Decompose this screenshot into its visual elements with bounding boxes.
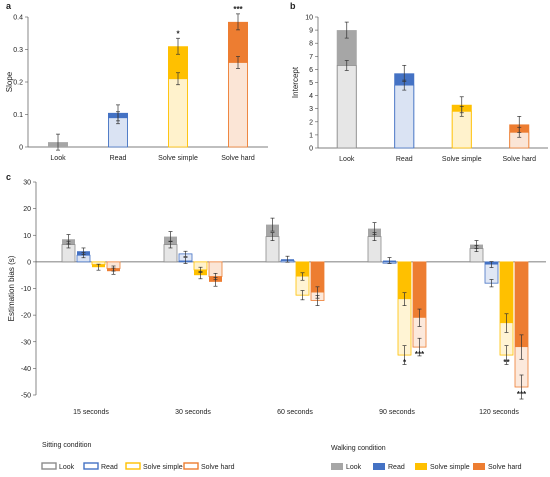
bar-sitting-solve-hard bbox=[228, 62, 248, 148]
legend-label-walking-look: Look bbox=[346, 464, 362, 471]
y-tick-label: -50 bbox=[21, 393, 31, 400]
y-tick-label: 2 bbox=[309, 119, 313, 126]
x-tick-label: Solve simple bbox=[442, 156, 482, 163]
y-axis-label: Intercept bbox=[291, 66, 300, 98]
bar-sitting-look bbox=[336, 65, 357, 149]
legend-swatch-walking-look bbox=[331, 463, 343, 470]
panel-letter: a bbox=[6, 1, 12, 11]
significance-marker: * bbox=[403, 358, 407, 367]
y-tick-label: 0.2 bbox=[13, 80, 23, 87]
x-tick-label: 15 seconds bbox=[73, 409, 109, 416]
bar-walking-solve-simple bbox=[500, 261, 513, 324]
bar-sitting-read bbox=[394, 84, 415, 149]
x-tick-label: 60 seconds bbox=[277, 409, 313, 416]
legend-label-sitting-read: Read bbox=[101, 464, 118, 471]
y-tick-label: 0 bbox=[27, 259, 31, 266]
y-axis-label: Slope bbox=[5, 71, 14, 92]
legend-swatch-sitting-look bbox=[41, 462, 57, 470]
bar-walking-solve-hard bbox=[413, 261, 426, 318]
legend-label-walking-solve-hard: Solve hard bbox=[488, 464, 522, 471]
legend-label-walking-read: Read bbox=[388, 464, 405, 471]
significance-marker: ** bbox=[503, 358, 510, 367]
y-tick-label: 0.3 bbox=[13, 47, 23, 54]
significance-marker: * bbox=[176, 29, 180, 38]
significance-marker: *** bbox=[517, 390, 527, 399]
x-tick-label: Read bbox=[110, 155, 127, 162]
bar-walking-solve-simple bbox=[296, 261, 309, 277]
y-axis-label: Estimation bias (s) bbox=[7, 255, 16, 321]
panel-letter: c bbox=[6, 172, 11, 182]
significance-marker: *** bbox=[233, 5, 243, 14]
bar-walking-solve-hard bbox=[311, 261, 324, 293]
y-tick-label: 0 bbox=[309, 146, 313, 153]
y-tick-label: -40 bbox=[21, 366, 31, 373]
x-tick-label: Solve hard bbox=[221, 155, 255, 162]
y-tick-label: -30 bbox=[21, 339, 31, 346]
significance-marker: *** bbox=[415, 350, 425, 359]
x-tick-label: Read bbox=[396, 156, 413, 163]
y-tick-label: 0 bbox=[19, 145, 23, 152]
legend-swatch-walking-solve-simple bbox=[415, 463, 427, 470]
y-tick-label: 7 bbox=[309, 54, 313, 61]
y-tick-label: 20 bbox=[23, 206, 31, 213]
legend: Sitting condition Walking condition Look Lo… bbox=[41, 442, 522, 471]
legend-label-sitting-solve-hard: Solve hard bbox=[201, 464, 235, 471]
legend-swatch-sitting-read bbox=[83, 462, 99, 470]
x-tick-label: 30 seconds bbox=[175, 409, 211, 416]
bar-sitting-solve-simple bbox=[168, 78, 188, 148]
y-tick-label: 30 bbox=[23, 180, 31, 187]
x-tick-label: 90 seconds bbox=[379, 409, 415, 416]
y-tick-label: 5 bbox=[309, 80, 313, 87]
y-tick-label: 0.1 bbox=[13, 112, 23, 119]
legend-label-sitting-look: Look bbox=[59, 464, 75, 471]
y-tick-label: 1 bbox=[309, 132, 313, 139]
legend-label-walking-solve-simple: Solve simple bbox=[430, 464, 470, 471]
x-tick-label: Look bbox=[339, 156, 355, 163]
y-tick-label: 6 bbox=[309, 67, 313, 74]
bar-sitting-solve-simple bbox=[451, 110, 472, 149]
panel-c-chart: -50 -40 -30 -20 -10 0 10 20 30 Estimation bias (s… bbox=[6, 172, 546, 416]
legend-swatch-sitting-solve-hard bbox=[183, 462, 199, 470]
x-tick-label: Solve hard bbox=[503, 156, 537, 163]
legend-swatch-walking-solve-hard bbox=[473, 463, 485, 470]
x-tick-label: Solve simple bbox=[158, 155, 198, 162]
legend-label-sitting-solve-simple: Solve simple bbox=[143, 464, 183, 471]
panel-b-chart: 0 1 2 3 4 5 6 7 8 9 10 Intercept b Look Read Solve simp… bbox=[290, 1, 548, 163]
y-tick-label: 9 bbox=[309, 28, 313, 35]
panel-letter: b bbox=[290, 1, 296, 11]
y-tick-label: -10 bbox=[21, 286, 31, 293]
y-tick-label: 0.4 bbox=[13, 15, 23, 22]
legend-swatch-sitting-solve-simple bbox=[125, 462, 141, 470]
y-tick-label: 3 bbox=[309, 106, 313, 113]
legend-swatch-walking-read bbox=[373, 463, 385, 470]
y-tick-label: 10 bbox=[305, 15, 313, 22]
y-tick-label: 10 bbox=[23, 233, 31, 240]
bar-walking-solve-simple bbox=[398, 261, 411, 300]
y-tick-label: -20 bbox=[21, 313, 31, 320]
legend-title-walking: Walking condition bbox=[331, 445, 386, 452]
y-tick-label: 8 bbox=[309, 41, 313, 48]
legend-title-sitting: Sitting condition bbox=[42, 442, 92, 449]
x-tick-label: Look bbox=[50, 155, 66, 162]
y-tick-label: 4 bbox=[309, 93, 313, 100]
x-tick-label: 120 seconds bbox=[479, 409, 519, 416]
bar-walking-solve-hard bbox=[515, 261, 528, 348]
panel-a-chart: 0 0.1 0.2 0.3 0.4 Slope a Look Read Solve simple S… bbox=[5, 1, 268, 162]
